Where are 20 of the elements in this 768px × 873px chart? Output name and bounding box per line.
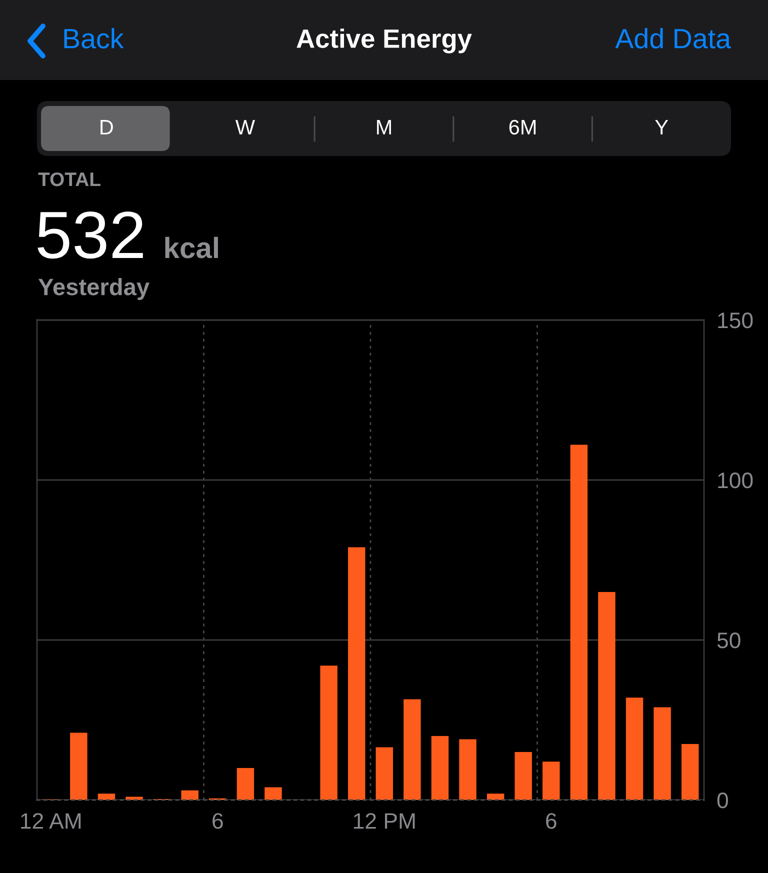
text: W xyxy=(235,120,255,134)
text: Back xyxy=(64,28,124,48)
text: Yesterday xyxy=(38,278,150,300)
text: TOTAL xyxy=(38,172,100,186)
y-tick-label: 100 xyxy=(718,472,753,488)
x-tick-label: 12 PM xyxy=(354,813,415,829)
x-tick-label: 6 xyxy=(546,813,556,829)
y-tick-label: 150 xyxy=(718,312,753,328)
text: 532 xyxy=(38,211,143,259)
x-tick-label: 6 xyxy=(212,813,223,829)
x-tick-label: 12 AM xyxy=(21,813,81,829)
text: M xyxy=(377,120,391,134)
text: 6M xyxy=(509,120,536,135)
chart-title: Active Energy xyxy=(296,28,472,54)
text: D xyxy=(100,120,113,134)
text: kcal xyxy=(165,236,218,258)
text: Y xyxy=(655,120,668,134)
y-tick-label: 0 xyxy=(717,792,728,808)
text: Add Data xyxy=(615,28,732,48)
y-tick-label: 50 xyxy=(717,632,740,648)
